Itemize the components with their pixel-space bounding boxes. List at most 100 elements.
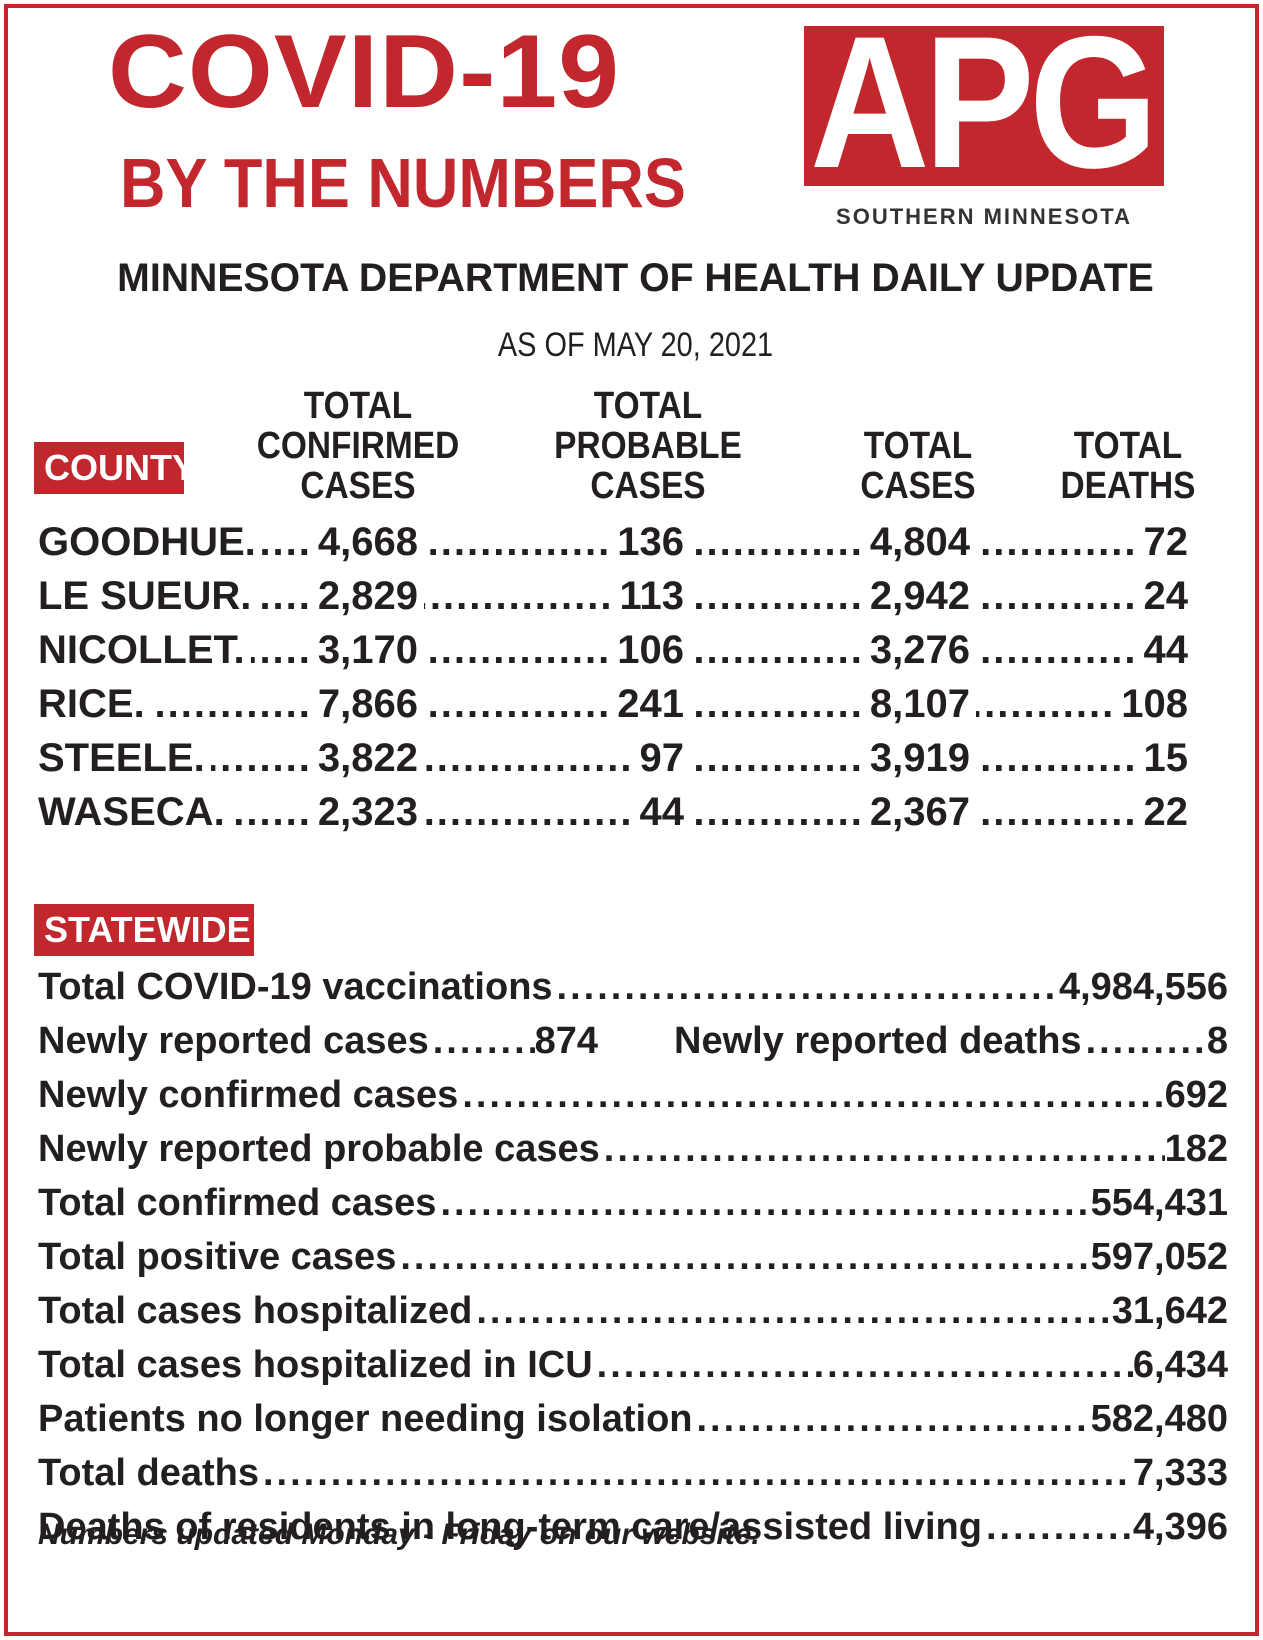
col-header-line: CASES	[300, 465, 416, 507]
stat-value: 31,642	[1111, 1290, 1228, 1332]
dot-leader: ........................................…	[985, 1506, 1133, 1548]
dot-leader: ........................................…	[596, 1344, 1133, 1386]
stat-row: Newly reported probable cases...........…	[38, 1122, 1228, 1176]
dot-leader: ........................................…	[251, 628, 312, 672]
stat-label: Deaths of residents in long-term care/as…	[38, 1506, 982, 1548]
dot-leader: ........................................…	[211, 736, 312, 780]
county-name: GOODHUE.	[38, 520, 256, 564]
dot-leader: ........................................…	[976, 682, 1116, 726]
dot-leader: ........................................…	[556, 966, 1059, 1008]
dot-leader: ........................................…	[603, 1128, 1165, 1170]
county-badge: COUNTY	[34, 442, 196, 494]
stat-value: 582,480	[1090, 1398, 1228, 1440]
county-confirmed: 2,829	[317, 574, 418, 618]
stat-row: Total confirmed cases...................…	[38, 1176, 1228, 1230]
col-header-total-deaths: TOTAL DEATHS	[1031, 426, 1225, 506]
county-deaths: 22	[1143, 790, 1189, 834]
col-header-line: CASES	[860, 465, 976, 507]
logo-subtitle: SOUTHERN MINNESOTA	[836, 204, 1132, 229]
dot-leader: ........................................…	[976, 790, 1138, 834]
stat-value: 6,434	[1132, 1344, 1228, 1386]
county-confirmed: 4,668	[317, 520, 418, 564]
dot-leader: ........................................…	[690, 574, 864, 618]
col-header-line: TOTAL	[863, 425, 973, 467]
dot-leader: ........................................…	[257, 574, 312, 618]
county-total: 8,107	[869, 682, 970, 726]
county-total: 3,276	[869, 628, 970, 672]
stat-label: Newly reported probable cases	[38, 1128, 600, 1170]
stat-value: 554,431	[1090, 1182, 1228, 1224]
county-deaths: 72	[1143, 520, 1189, 564]
dot-leader: ........................................…	[263, 1452, 1133, 1494]
county-row: LE SUEUR. 2,829 113 2,942 24................…	[38, 570, 1198, 622]
dot-leader: ........................................…	[231, 790, 312, 834]
county-row: NICOLLET. 3,170 106 3,276 44................…	[38, 624, 1198, 676]
dot-leader: ........................................…	[432, 1020, 535, 1062]
dot-leader: ........................................…	[424, 520, 612, 564]
stat-label: Patients no longer needing isolation	[38, 1398, 693, 1440]
dot-leader: ........................................…	[462, 1074, 1164, 1116]
stat-row: Total cases hospitalized................…	[38, 1284, 1228, 1338]
col-header-line: CASES	[590, 465, 706, 507]
dot-leader: ........................................…	[440, 1182, 1091, 1224]
stat-value: 4,396	[1132, 1506, 1228, 1548]
statewide-badge: STATEWIDE	[34, 904, 254, 956]
county-row: RICE. 7,866 241 8,107 108...................…	[38, 678, 1198, 730]
county-probable: 241	[617, 682, 684, 726]
county-total: 2,942	[869, 574, 970, 618]
stat-value: 692	[1164, 1074, 1228, 1116]
stat-row-new-deaths: Newly reported deaths ..................…	[674, 1014, 1228, 1068]
as-of-date: AS OF MAY 20, 2021	[497, 326, 774, 364]
dot-leader: ........................................…	[424, 628, 612, 672]
stat-value: 182	[1164, 1128, 1228, 1170]
dot-leader: ........................................…	[976, 520, 1138, 564]
county-name: NICOLLET.	[38, 628, 245, 672]
dot-leader: ........................................…	[424, 790, 634, 834]
dot-leader: ........................................…	[690, 520, 864, 564]
county-deaths: 44	[1143, 628, 1189, 672]
col-header-line: CONFIRMED	[256, 425, 460, 467]
stat-row: Patients no longer needing isolation....…	[38, 1392, 1228, 1446]
stat-value: 874	[534, 1020, 598, 1062]
county-probable: 44	[639, 790, 685, 834]
dot-leader: ........................................…	[262, 520, 312, 564]
county-name: WASECA.	[38, 790, 225, 834]
stat-value: 7,333	[1132, 1452, 1228, 1494]
stat-label: Total COVID-19 vaccinations	[38, 966, 553, 1008]
stat-row-new-cases: Newly reported cases ...................…	[38, 1014, 598, 1068]
title-covid-19: COVID-19	[108, 14, 621, 130]
county-total: 3,919	[869, 736, 970, 780]
dot-leader: ........................................…	[690, 628, 864, 672]
county-deaths: 15	[1143, 736, 1189, 780]
apg-logo-letters: APG	[810, 26, 1158, 186]
col-header-line: DEATHS	[1060, 465, 1196, 507]
dot-leader: ........................................…	[690, 682, 864, 726]
stat-label: Newly reported cases	[38, 1020, 429, 1062]
dot-leader: ........................................…	[476, 1290, 1112, 1332]
department-heading: MINNESOTA DEPARTMENT OF HEALTH DAILY UPD…	[117, 256, 1154, 300]
county-confirmed: 3,822	[317, 736, 418, 780]
dot-leader: ........................................…	[424, 736, 634, 780]
col-header-line: PROBABLE	[554, 425, 742, 467]
footer-note: Numbers updated Monday - Friday on our w…	[38, 1518, 760, 1551]
county-row: GOODHUE. 4,668 136 4,804 72.................…	[38, 516, 1198, 568]
county-total: 2,367	[869, 790, 970, 834]
county-name: RICE.	[38, 682, 145, 726]
stat-label: Newly confirmed cases	[38, 1074, 459, 1116]
stat-label: Total positive cases	[38, 1236, 397, 1278]
county-name: STEELE.	[38, 736, 205, 780]
dot-leader: ........................................…	[400, 1236, 1091, 1278]
county-name: LE SUEUR.	[38, 574, 252, 618]
dot-leader: ........................................…	[690, 736, 864, 780]
title-by-the-numbers: BY THE NUMBERS	[120, 144, 686, 222]
stat-row-vaccinations: Total COVID-19 vaccinations ............…	[38, 960, 1228, 1014]
col-header-line: TOTAL	[593, 385, 703, 427]
stat-value: 8	[1206, 1020, 1228, 1062]
col-header-total-cases: TOTAL CASES	[821, 426, 1015, 506]
stat-row: Total deaths............................…	[38, 1446, 1228, 1500]
covid-stats-graphic: COVID-19 BY THE NUMBERS APG SOUTHERN MIN…	[4, 4, 1259, 1636]
dot-leader: ........................................…	[1085, 1020, 1207, 1062]
dot-leader: ........................................…	[424, 574, 614, 618]
county-confirmed: 7,866	[317, 682, 418, 726]
stat-value: 597,052	[1090, 1236, 1228, 1278]
